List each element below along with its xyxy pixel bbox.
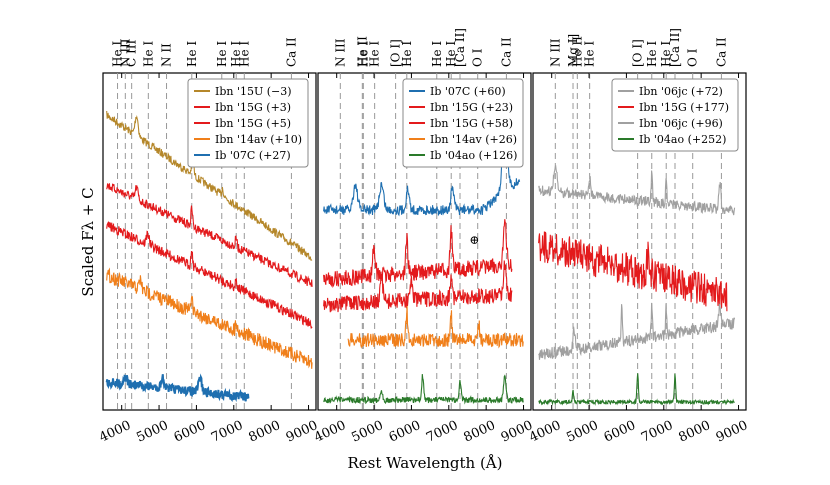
line-id-label: N III	[333, 38, 347, 67]
legend-entry: Ibn '14av (+26)	[430, 133, 517, 146]
y-axis-label: Scaled Fλ + C	[79, 187, 97, 296]
x-tick-label: 6000	[602, 418, 638, 446]
spectrum-left-4	[105, 373, 250, 403]
line-id-label: He I	[185, 41, 199, 67]
legend-entry: Ibn '15G (+3)	[215, 101, 291, 114]
spectrum-left-3	[106, 267, 313, 369]
line-id-label: He I	[111, 41, 125, 67]
x-tick-label: 7000	[209, 418, 245, 446]
spectrum-left-0	[106, 110, 313, 261]
legend-entry: Ibn '15U (−3)	[215, 85, 292, 98]
line-id-label: [O I]	[631, 39, 645, 67]
line-id-label: Mg I]	[566, 34, 580, 67]
line-id-label: He I	[141, 41, 155, 67]
legend-entry: Ibn '06jc (+96)	[639, 117, 723, 130]
spectrum-right-0	[538, 165, 736, 216]
line-id-label: N III	[118, 38, 132, 67]
x-tick-label: 5000	[564, 418, 600, 446]
x-tick-label: 6000	[387, 418, 423, 446]
panel-frame	[317, 72, 532, 411]
line-id-label: He I	[583, 41, 597, 67]
x-tick-label: 9000	[714, 418, 750, 446]
line-id-label: N III	[548, 38, 562, 67]
telluric-marker: ⊕	[469, 233, 479, 247]
line-id-label: C III	[125, 40, 139, 67]
x-tick-label: 4000	[527, 418, 563, 446]
x-tick-label: 4000	[97, 418, 133, 446]
spectrum-middle-2	[323, 260, 513, 313]
line-id-label: Ca II	[284, 37, 298, 67]
spectrum-right-1	[538, 231, 728, 312]
legend-box	[187, 78, 309, 168]
line-id-label: He I	[659, 41, 673, 67]
x-tick-label: 6000	[172, 418, 208, 446]
legend-entry: Ibn '15G (+5)	[215, 117, 291, 130]
x-tick-label: 8000	[247, 418, 283, 446]
legend-entry: Ib '07C (+60)	[430, 85, 506, 98]
x-axis-label: Rest Wavelength (Å)	[347, 454, 502, 472]
legend-box	[402, 78, 524, 168]
line-id-label: [Ca II]	[453, 28, 467, 67]
spectrum-middle-1	[323, 219, 513, 289]
x-tick-label: 4000	[312, 418, 348, 446]
panel-frame	[102, 72, 317, 411]
line-id-label: He I	[215, 41, 229, 67]
line-id-label: Ca II	[499, 37, 513, 67]
line-id-label: He I	[237, 41, 251, 67]
line-id-label: N II	[160, 43, 174, 67]
line-id-label: O I	[471, 48, 485, 67]
line-id-label: He II	[570, 36, 584, 67]
x-tick-label: 7000	[424, 418, 460, 446]
spectrum-middle-3	[347, 305, 524, 349]
x-tick-label: 8000	[677, 418, 713, 446]
legend-entry: Ibn '15G (+177)	[639, 101, 729, 114]
line-id-label: He I	[368, 41, 382, 67]
line-id-label: O I	[686, 48, 700, 67]
x-tick-label: 7000	[639, 418, 675, 446]
line-id-label: He I	[430, 41, 444, 67]
line-id-label: He I	[229, 41, 243, 67]
line-id-label: He I	[356, 41, 370, 67]
spectrum-middle-0	[323, 119, 521, 217]
spectrum-right-3	[538, 373, 735, 406]
x-tick-label: 8000	[462, 418, 498, 446]
line-id-label: He I	[645, 41, 659, 67]
legend-entry: Ibn '06jc (+72)	[639, 85, 723, 98]
legend-entry: Ibn '15G (+58)	[430, 117, 513, 130]
line-id-label: He I	[444, 41, 458, 67]
legend-entry: Ib '04ao (+126)	[430, 149, 517, 162]
line-id-label: Ca II	[714, 37, 728, 67]
legend-box	[611, 78, 739, 152]
x-tick-label: 5000	[349, 418, 385, 446]
spectrum-middle-4	[323, 374, 524, 405]
panel-frame	[532, 72, 747, 411]
legend-entry: Ib '07C (+27)	[215, 149, 291, 162]
line-id-label: He I	[400, 41, 414, 67]
line-id-label: He II	[355, 36, 369, 67]
line-id-label: [O I]	[389, 39, 403, 67]
line-id-label: [Ca II]	[668, 28, 682, 67]
spectrum-left-1	[106, 183, 313, 287]
x-tick-label: 5000	[134, 418, 170, 446]
legend-entry: Ibn '14av (+10)	[215, 133, 302, 146]
spectrum-left-2	[106, 220, 313, 330]
legend-entry: Ib '04ao (+252)	[639, 133, 726, 146]
legend-entry: Ibn '15G (+23)	[430, 101, 513, 114]
spectrum-right-2	[538, 302, 736, 360]
